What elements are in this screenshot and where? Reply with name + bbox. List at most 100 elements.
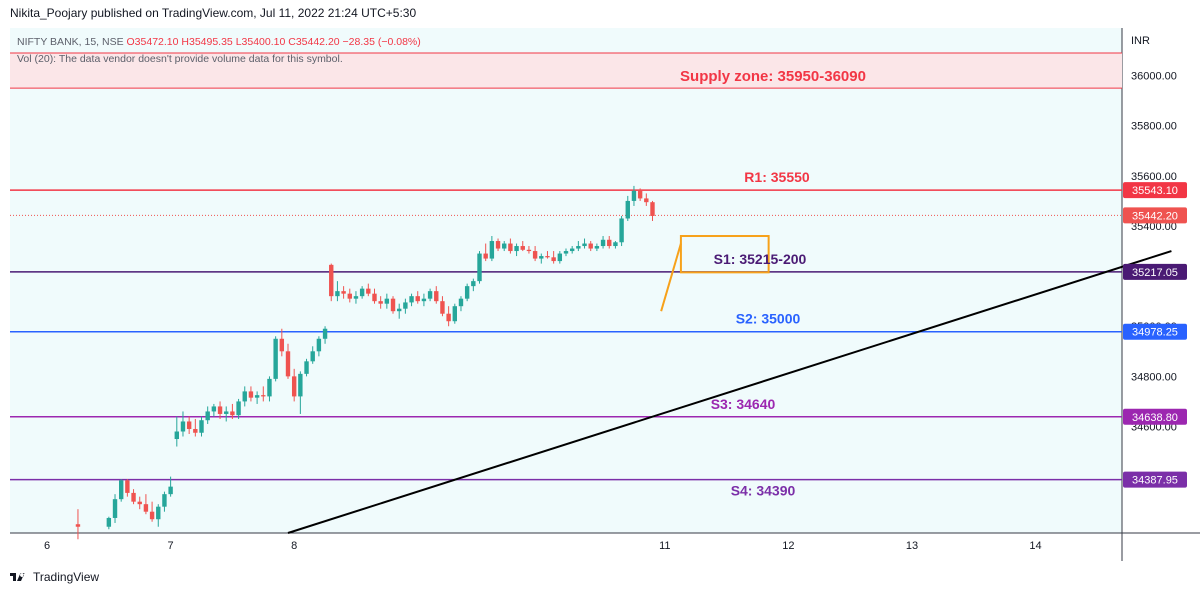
candle-body [193, 428, 198, 433]
zones-layer [10, 52, 1122, 89]
candle-body [112, 499, 118, 518]
candle-body [464, 286, 470, 299]
candle-body [526, 249, 532, 252]
candle-body [452, 306, 457, 322]
candle-body [248, 391, 254, 398]
level-label-2: S1: 35215-200 [714, 251, 807, 267]
candle-body [378, 301, 383, 304]
candle-body [594, 246, 600, 249]
candle-body [384, 298, 390, 304]
candle-body [471, 281, 476, 287]
candle-body [273, 338, 278, 379]
candle-body [168, 486, 173, 495]
candle-body [261, 395, 266, 397]
candle-body [254, 395, 260, 398]
candle-body [75, 524, 81, 527]
candle-body [137, 501, 142, 505]
candle-body [205, 411, 210, 421]
candle-body [310, 351, 315, 362]
level-label-5: S4: 34390 [731, 483, 796, 499]
candle-body [186, 421, 192, 429]
currency-label: INR [1131, 35, 1150, 47]
price-tag-box [1123, 471, 1187, 488]
candle-body [446, 313, 451, 322]
supply-zone-band [10, 53, 1122, 89]
candle-body [421, 298, 427, 302]
time-tick-label: 8 [291, 540, 297, 552]
candle-body [545, 256, 550, 258]
price-tick-label: 34800.00 [1131, 371, 1177, 383]
candle-body [359, 288, 365, 297]
publisher-header: Nikita_Poojary published on TradingView.… [10, 6, 417, 20]
price-tag-box [1123, 408, 1187, 425]
candle-body [347, 293, 352, 299]
time-tick-label: 13 [906, 540, 918, 552]
price-tag-box [1123, 182, 1187, 199]
tradingview-icon [10, 573, 25, 581]
tradingview-brand: TradingView [33, 570, 100, 584]
candle-body [162, 494, 167, 507]
candle-body [613, 242, 618, 247]
time-tick-label: 6 [44, 540, 50, 552]
price-tag-label: 34387.95 [1132, 475, 1178, 487]
candle-body [409, 296, 414, 303]
candle-body [607, 239, 612, 247]
price-tick-label: 35400.00 [1131, 221, 1177, 233]
trendline [287, 250, 1172, 534]
candle-body [199, 420, 204, 433]
candle-body [267, 378, 272, 397]
level-label-1: R1: 35550 [744, 169, 810, 185]
candle-body [483, 253, 488, 259]
candle-body [322, 328, 328, 339]
candle-body [458, 298, 464, 307]
candle-body [329, 264, 334, 297]
candle-body [495, 241, 501, 249]
candle-body [477, 253, 482, 282]
candle-body [557, 253, 563, 262]
candle-body [125, 480, 130, 493]
price-tick-label: 36000.00 [1131, 71, 1177, 83]
candle-body [372, 293, 377, 302]
candle-body [631, 190, 637, 201]
candle-body [217, 406, 223, 414]
candle-body [551, 257, 556, 262]
time-tick-label: 11 [659, 540, 670, 552]
candle-body [637, 190, 643, 199]
symbol-name: NIFTY BANK, 15, NSE [17, 36, 124, 48]
levels-layer [10, 189, 1122, 481]
candle-body [403, 302, 408, 309]
candle-body [619, 218, 624, 243]
candle-body [539, 256, 544, 259]
candle-body [508, 243, 513, 252]
candle-body [236, 401, 241, 416]
drawings-layer [287, 235, 1172, 534]
plot-background [10, 28, 1122, 533]
price-tag-label: 34978.25 [1132, 327, 1178, 339]
candles-layer [75, 185, 655, 540]
candle-body [242, 391, 247, 402]
candle-body [279, 338, 285, 352]
candle-body [316, 338, 322, 352]
candle-body [366, 288, 371, 294]
tradingview-logo[interactable]: TradingView [10, 569, 99, 585]
candle-body [291, 376, 297, 397]
candle-body [625, 200, 630, 219]
candle-body [650, 202, 655, 216]
candle-body [489, 241, 495, 259]
candle-body [397, 308, 402, 312]
candle-body [434, 291, 439, 302]
candle-body [298, 373, 303, 397]
price-tag-box [1123, 263, 1187, 280]
candle-body [335, 291, 340, 297]
candle-body [440, 301, 445, 314]
symbol-info: NIFTY BANK, 15, NSE O35472.10 H35495.35 … [17, 34, 421, 68]
candle-body [143, 504, 149, 512]
candle-body [119, 480, 124, 500]
candle-body [285, 351, 291, 377]
candle-body [563, 251, 569, 254]
price-axis-background [1122, 28, 1200, 533]
candle-body [174, 431, 179, 440]
price-tick-label: 35600.00 [1131, 171, 1177, 183]
candle-body [520, 246, 525, 250]
